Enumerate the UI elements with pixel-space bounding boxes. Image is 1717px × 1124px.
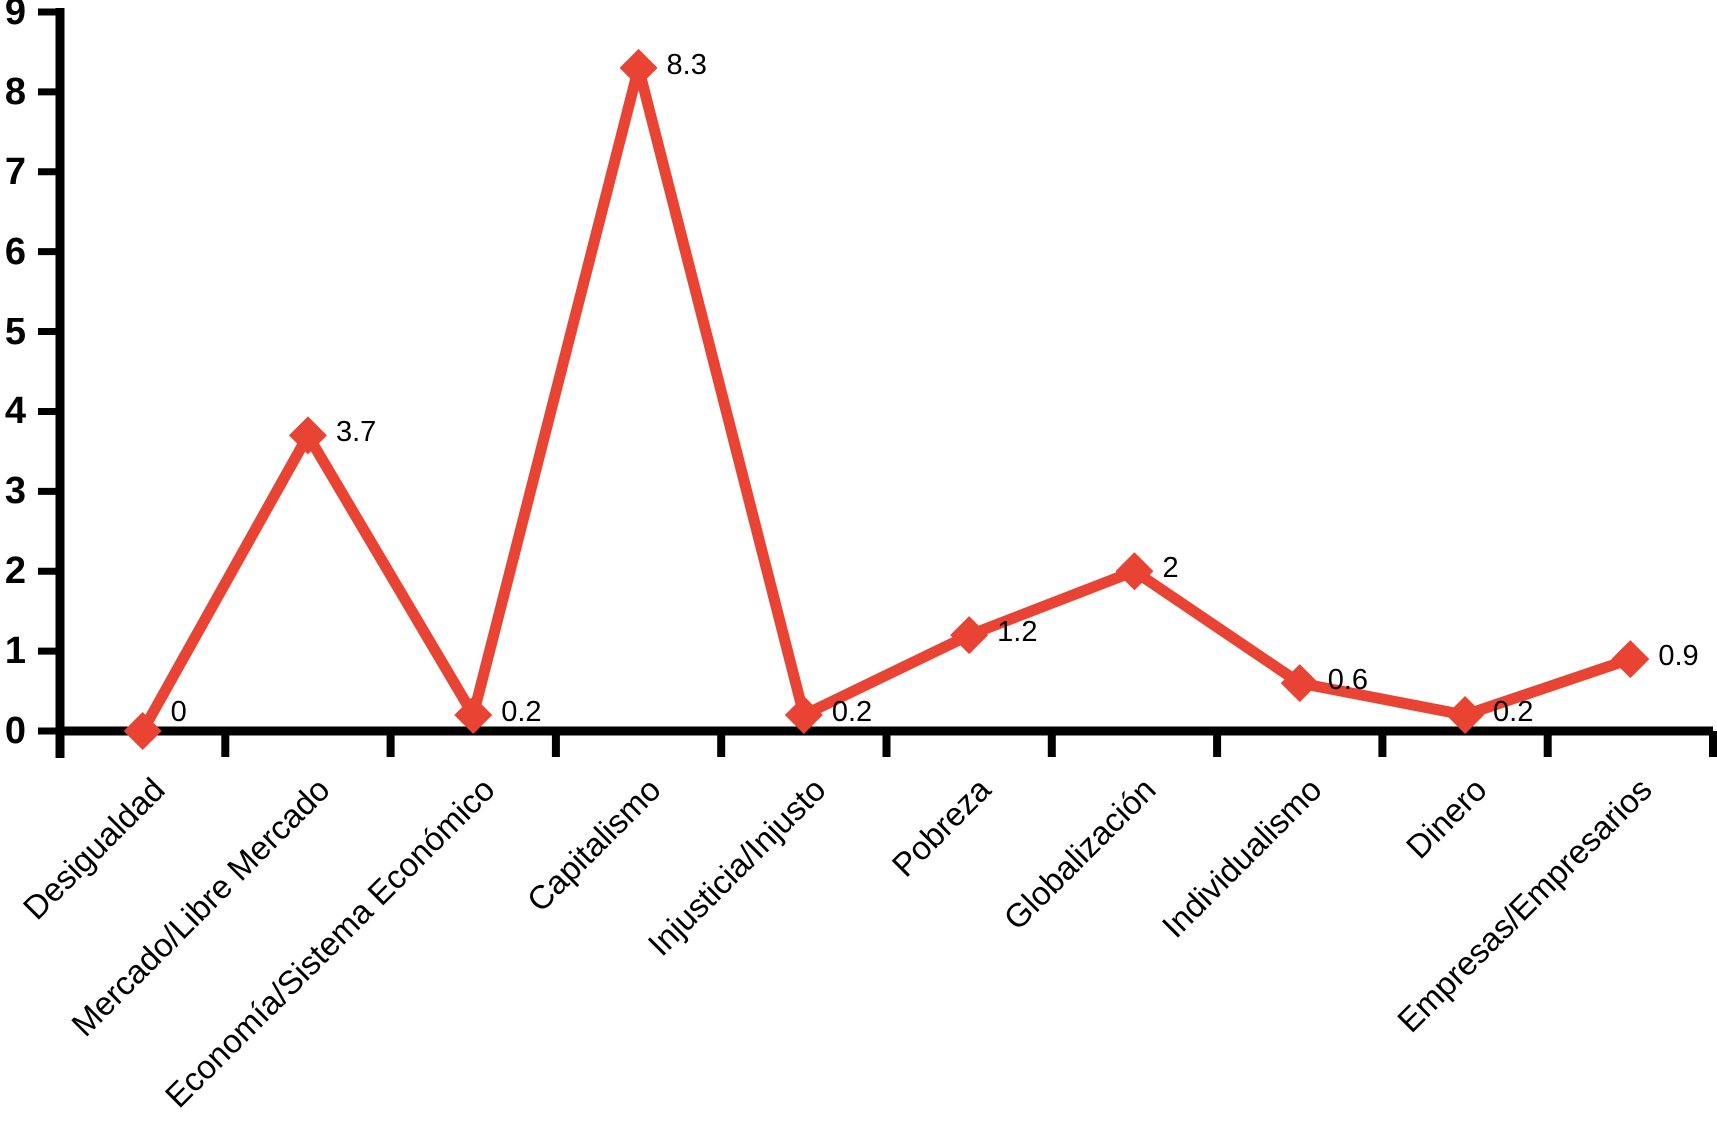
y-axis-tick-label: 7	[4, 150, 26, 193]
data-point-label: 0.9	[1658, 640, 1699, 673]
data-point-marker	[1115, 552, 1154, 591]
data-point-label: 2	[1162, 552, 1179, 585]
data-point-label: 8.3	[666, 48, 707, 81]
data-point-marker	[1611, 640, 1650, 679]
y-axis-tick-label: 8	[4, 70, 26, 113]
data-point-label: 0.2	[501, 696, 542, 729]
data-point-label: 0	[170, 696, 187, 729]
y-axis-tick-label: 9	[4, 0, 26, 33]
data-point-marker	[454, 696, 493, 735]
data-point-marker	[784, 696, 823, 735]
data-point-marker	[619, 48, 658, 87]
y-axis-tick-label: 4	[4, 390, 26, 433]
data-point-label: 0.6	[1327, 664, 1369, 697]
y-axis-tick-label: 6	[4, 230, 26, 273]
y-axis-tick-label: 1	[4, 630, 26, 673]
y-axis-tick-label: 5	[4, 310, 26, 353]
data-point-label: 0.2	[1493, 696, 1534, 729]
data-point-label: 1.2	[997, 616, 1038, 649]
data-point-marker	[288, 416, 327, 455]
y-axis-tick-label: 2	[4, 550, 26, 593]
data-point-marker	[123, 712, 162, 750]
data-series-line	[137, 66, 1633, 734]
y-axis-tick-label: 3	[4, 470, 26, 513]
data-point-marker	[950, 616, 989, 655]
data-point-marker	[1280, 664, 1319, 703]
data-point-marker	[1446, 696, 1485, 735]
y-axis-tick-label: 0	[4, 710, 26, 752]
data-point-label: 3.7	[335, 416, 377, 449]
data-point-label: 0.2	[831, 696, 873, 729]
